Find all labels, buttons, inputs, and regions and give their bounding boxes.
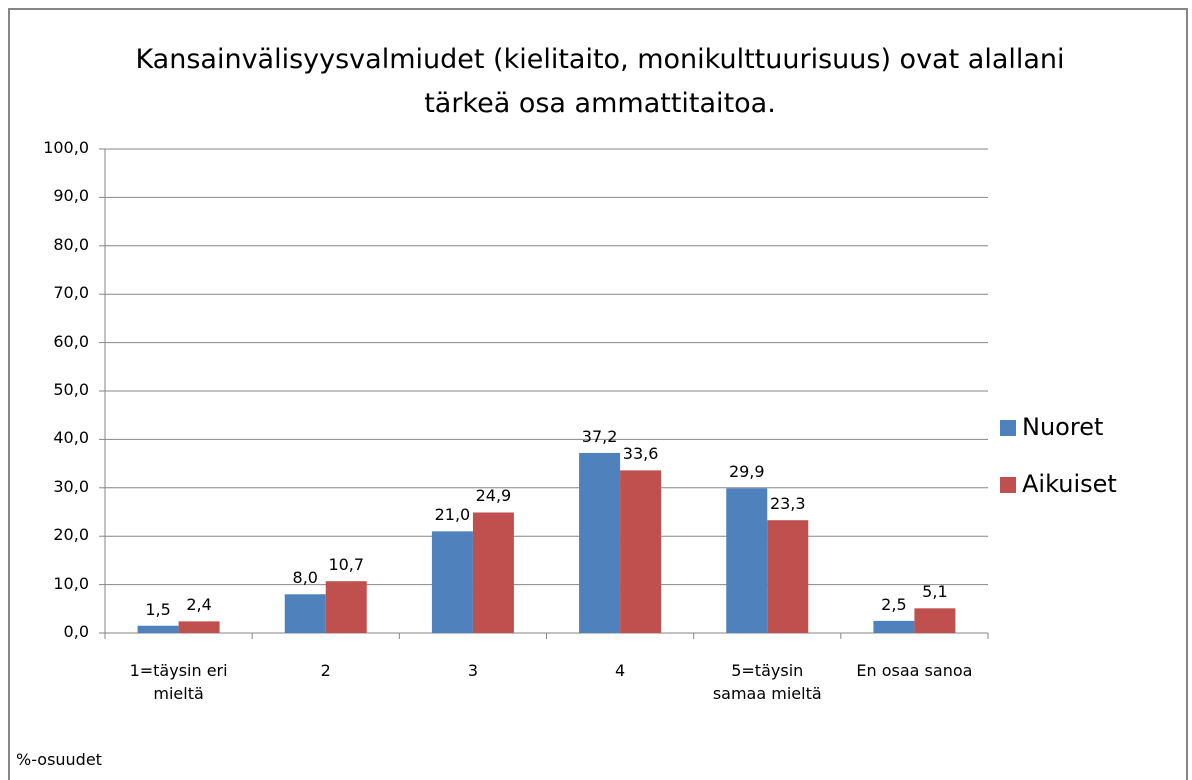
y-tick-label: 100,0 <box>43 138 89 157</box>
bar <box>873 620 915 633</box>
y-tick-label: 60,0 <box>53 331 89 351</box>
x-tick-label: 3 <box>467 661 478 680</box>
legend-label: Aikuiset <box>1022 470 1117 498</box>
bar <box>914 608 956 633</box>
x-tick-label: 5=täysin samaa mieltä <box>712 661 822 703</box>
bar <box>726 488 768 633</box>
x-tick-label: 2 <box>320 661 331 680</box>
bar <box>325 581 367 633</box>
legend-swatch <box>1000 477 1016 493</box>
chart-frame <box>8 8 1188 780</box>
bar <box>178 621 220 633</box>
y-tick-label: 50,0 <box>53 380 89 399</box>
data-label: 10,7 <box>328 555 365 575</box>
chart-title: Kansainvälisyysvalmiudet (kielitaito, mo… <box>135 44 1065 119</box>
data-label: 33,6 <box>622 444 659 464</box>
data-label: 29,9 <box>728 462 765 482</box>
bar <box>579 452 621 633</box>
legend-label: Nuoret <box>1022 413 1104 441</box>
data-label: 24,9 <box>475 486 512 506</box>
data-label: 5,1 <box>922 582 948 602</box>
data-label: 37,2 <box>581 426 618 446</box>
data-label: 2,5 <box>881 594 907 614</box>
x-tick-label: 4 <box>614 661 626 680</box>
data-label: 23,3 <box>769 494 806 514</box>
bar <box>284 594 326 633</box>
bar <box>767 520 809 633</box>
x-tick-label: 1=täysin eri mieltä <box>129 661 228 703</box>
data-label: 2,4 <box>186 595 212 615</box>
y-tick-label: 0,0 <box>63 622 89 641</box>
y-tick-label: 10,0 <box>53 573 89 593</box>
bar <box>472 512 514 633</box>
x-tick-label: En osaa sanoa <box>856 661 973 680</box>
note: %-osuudet <box>16 750 102 769</box>
data-label: 1,5 <box>145 599 171 619</box>
bar <box>137 625 179 633</box>
y-tick-label: 40,0 <box>53 428 89 448</box>
y-tick-label: 70,0 <box>53 283 89 303</box>
y-tick-label: 20,0 <box>53 525 89 545</box>
data-label: 8,0 <box>292 568 318 588</box>
y-tick-label: 90,0 <box>53 186 89 206</box>
legend-swatch <box>1000 420 1016 436</box>
bar <box>620 470 662 633</box>
y-tick-label: 80,0 <box>53 234 89 254</box>
data-label: 21,0 <box>434 505 471 525</box>
y-tick-label: 30,0 <box>53 476 89 496</box>
bar <box>431 531 473 633</box>
